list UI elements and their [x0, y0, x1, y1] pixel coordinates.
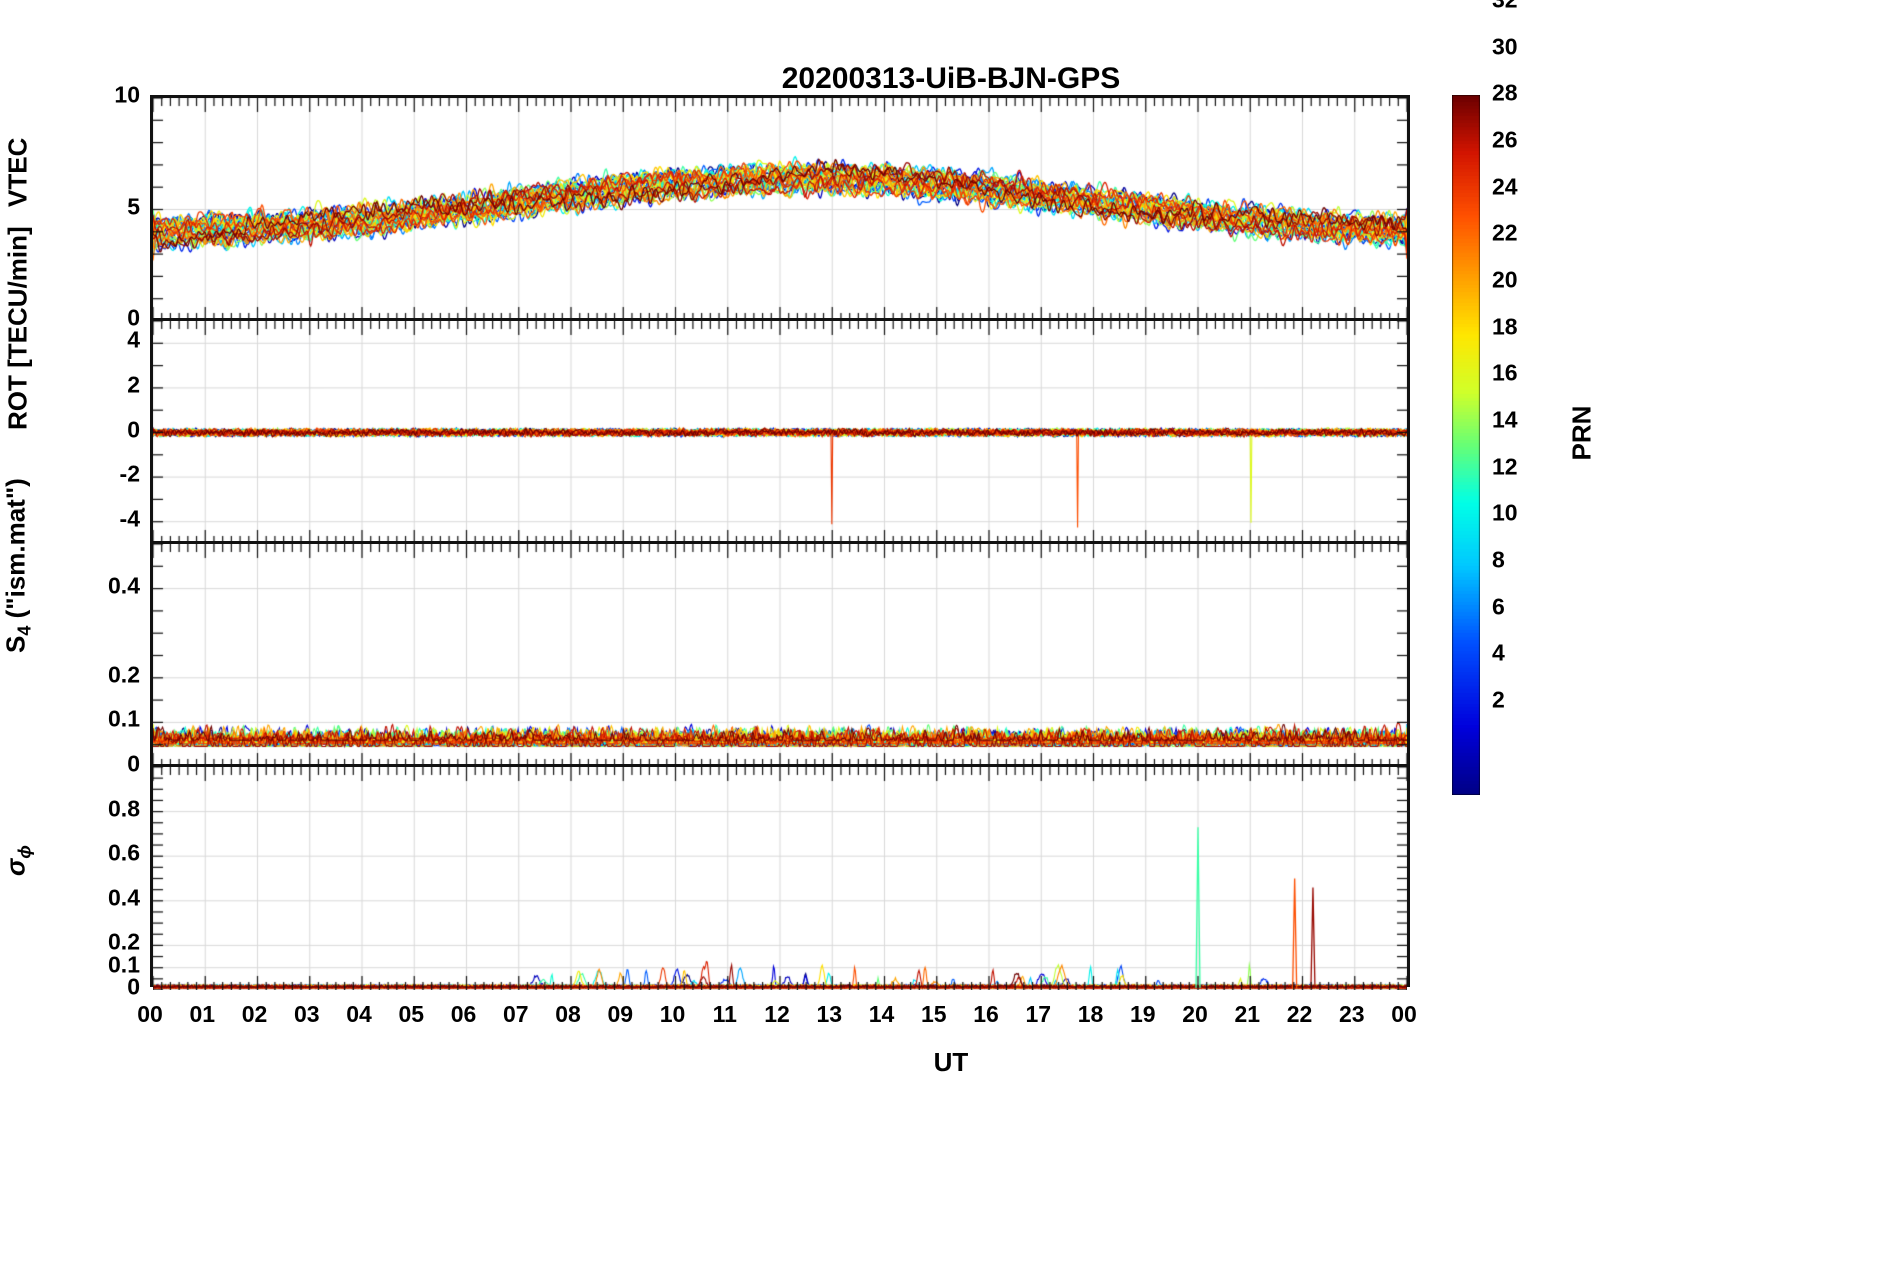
x-axis-ticklabels: 00 01 02 03 04 05 06 07 08 09 10 11 12 13 14 15 16 17 18 19…: [150, 1001, 1410, 1041]
scintillation-chart: 20200313-UiB-BJN-GPS VTEC ROT [TECU/min]…: [0, 0, 1902, 1272]
ytick-sigma-2: 0.2: [108, 929, 140, 956]
x-tick-00-0: 00: [137, 1001, 163, 1028]
colorbar-tick-16: 16: [1492, 360, 1518, 387]
colorbar-tick-6: 6: [1492, 593, 1505, 620]
x-tick-12-12: 12: [764, 1001, 790, 1028]
ytick-sigma-5: 0.8: [108, 795, 140, 822]
x-tick-20-20: 20: [1182, 1001, 1208, 1028]
x-tick-10-10: 10: [660, 1001, 686, 1028]
x-tick-07-7: 07: [503, 1001, 529, 1028]
x-tick-19-19: 19: [1130, 1001, 1156, 1028]
x-tick-03-3: 03: [294, 1001, 320, 1028]
colorbar-tick-18: 18: [1492, 313, 1518, 340]
rot-yticks: -4 -2 0 2 4: [0, 318, 140, 541]
colorbar-title: PRN: [1567, 406, 1598, 461]
colorbar-tick-32: 32: [1492, 0, 1518, 14]
x-tick-05-5: 05: [398, 1001, 424, 1028]
prn-colorbar: [1452, 95, 1480, 795]
sigma-phi-yticks: 0 0.1 0.2 0.4 0.6 0.8: [0, 764, 140, 987]
x-tick-18-18: 18: [1078, 1001, 1104, 1028]
s4-panel: [150, 541, 1410, 764]
ytick-vtec-2: 10: [114, 82, 140, 109]
vtec-yticks: 0 5 10: [0, 95, 140, 318]
x-tick-02-2: 02: [242, 1001, 268, 1028]
ytick-sigma-3: 0.4: [108, 884, 140, 911]
ytick-s4-1: 0.1: [108, 706, 140, 733]
ytick-rot-3: 2: [127, 371, 140, 398]
ytick-rot-0: -4: [120, 505, 140, 532]
colorbar-tick-24: 24: [1492, 173, 1518, 200]
rot-panel: [150, 318, 1410, 541]
colorbar-tick-8: 8: [1492, 547, 1505, 574]
x-tick-22-22: 22: [1287, 1001, 1313, 1028]
colorbar-tick-30: 30: [1492, 33, 1518, 60]
s4-yticks: 0 0.1 0.2 0.4: [0, 541, 140, 764]
x-tick-00-24: 00: [1391, 1001, 1417, 1028]
ytick-rot-4: 4: [127, 327, 140, 354]
x-tick-21-21: 21: [1234, 1001, 1260, 1028]
colorbar-tick-26: 26: [1492, 127, 1518, 154]
x-axis-label: UT: [0, 1047, 1902, 1078]
colorbar-tick-4: 4: [1492, 640, 1505, 667]
ytick-rot-2: 0: [127, 416, 140, 443]
x-tick-17-17: 17: [1025, 1001, 1051, 1028]
x-tick-14-14: 14: [869, 1001, 895, 1028]
x-tick-13-13: 13: [816, 1001, 842, 1028]
colorbar-tick-10: 10: [1492, 500, 1518, 527]
x-tick-01-1: 01: [189, 1001, 215, 1028]
x-tick-04-4: 04: [346, 1001, 372, 1028]
colorbar-tick-14: 14: [1492, 407, 1518, 434]
vtec-panel: [150, 95, 1410, 318]
colorbar-group: 2468101214161820222426283032 PRN: [1452, 0, 1672, 700]
sigma-phi-panel: [150, 764, 1410, 987]
colorbar-ticklabels: 2468101214161820222426283032: [1452, 0, 1672, 700]
ytick-rot-1: -2: [120, 461, 140, 488]
x-tick-15-15: 15: [921, 1001, 947, 1028]
ytick-vtec-1: 5: [127, 193, 140, 220]
x-tick-09-9: 09: [607, 1001, 633, 1028]
colorbar-tick-22: 22: [1492, 220, 1518, 247]
colorbar-tick-12: 12: [1492, 453, 1518, 480]
x-tick-11-11: 11: [713, 1001, 737, 1028]
x-tick-06-6: 06: [451, 1001, 477, 1028]
ytick-s4-2: 0.2: [108, 661, 140, 688]
colorbar-tick-2: 2: [1492, 687, 1505, 714]
colorbar-tick-28: 28: [1492, 80, 1518, 107]
x-tick-08-8: 08: [555, 1001, 581, 1028]
ytick-s4-3: 0.4: [108, 572, 140, 599]
x-tick-23-23: 23: [1339, 1001, 1365, 1028]
ytick-sigma-4: 0.6: [108, 840, 140, 867]
x-tick-16-16: 16: [973, 1001, 999, 1028]
colorbar-tick-20: 20: [1492, 267, 1518, 294]
